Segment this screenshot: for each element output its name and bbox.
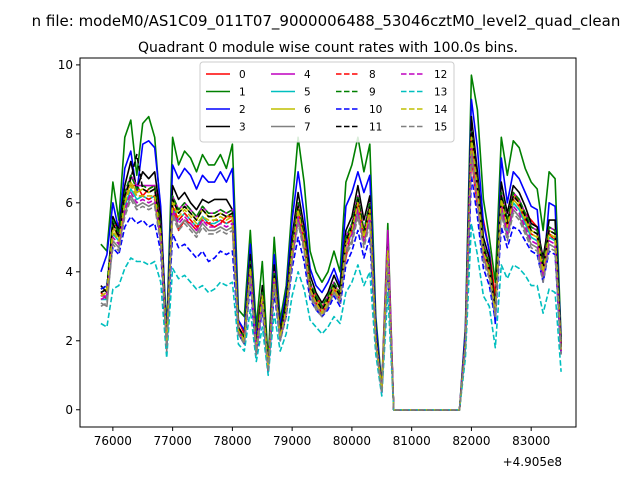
x-tick-label: 79000 (273, 434, 311, 448)
legend-label-1: 1 (239, 87, 246, 99)
legend-label-0: 0 (239, 69, 246, 81)
y-tick-label: 0 (65, 403, 73, 417)
legend-label-15: 15 (434, 122, 447, 134)
series-line-3 (100, 115, 562, 411)
legend-box (199, 61, 455, 143)
legend-label-6: 6 (304, 104, 311, 116)
legend-label-5: 5 (304, 87, 311, 99)
series-lines (100, 74, 562, 411)
legend-label-14: 14 (434, 104, 448, 116)
y-tick-label: 6 (65, 196, 73, 210)
x-tick-label: 81000 (393, 434, 431, 448)
x-tick-label: 82000 (452, 434, 490, 448)
legend-label-9: 9 (369, 87, 376, 99)
legend-label-8: 8 (369, 69, 376, 81)
series-line-10 (100, 174, 562, 411)
x-offset-label: +4.905e8 (503, 455, 562, 469)
legend-label-10: 10 (369, 104, 382, 116)
plot-frame (79, 57, 577, 428)
series-line-14 (100, 136, 562, 411)
x-tick-label: 78000 (213, 434, 251, 448)
legend-label-3: 3 (239, 122, 246, 134)
series-line-9 (100, 129, 562, 411)
series-line-1 (100, 74, 562, 411)
series-line-13 (100, 222, 562, 411)
legend-label-2: 2 (239, 104, 246, 116)
x-axis: 76000 77000 78000 79000 80000 81000 82000 83000 (94, 427, 550, 448)
legend-label-7: 7 (304, 122, 311, 134)
series-line-2 (100, 98, 562, 411)
series-line-15 (100, 153, 562, 411)
y-tick-label: 2 (65, 334, 73, 348)
x-tick-label: 83000 (512, 434, 550, 448)
x-tick-label: 80000 (333, 434, 371, 448)
x-tick-label: 77000 (154, 434, 192, 448)
figure-suptitle: n file: modeM0/AS1C09_011T07_9000006488_… (32, 12, 621, 31)
y-tick-label: 8 (65, 127, 73, 141)
chart-title: Quadrant 0 module wise count rates with … (138, 40, 518, 56)
y-axis: 0 2 4 6 8 10 (58, 58, 80, 417)
y-tick-label: 10 (58, 58, 73, 72)
legend-label-13: 13 (434, 87, 447, 99)
series-line-11 (100, 122, 562, 411)
x-tick-label: 76000 (94, 434, 132, 448)
legend-label-11: 11 (369, 122, 382, 134)
y-tick-label: 4 (65, 265, 73, 279)
legend-label-4: 4 (304, 69, 311, 81)
legend-label-12: 12 (434, 69, 447, 81)
